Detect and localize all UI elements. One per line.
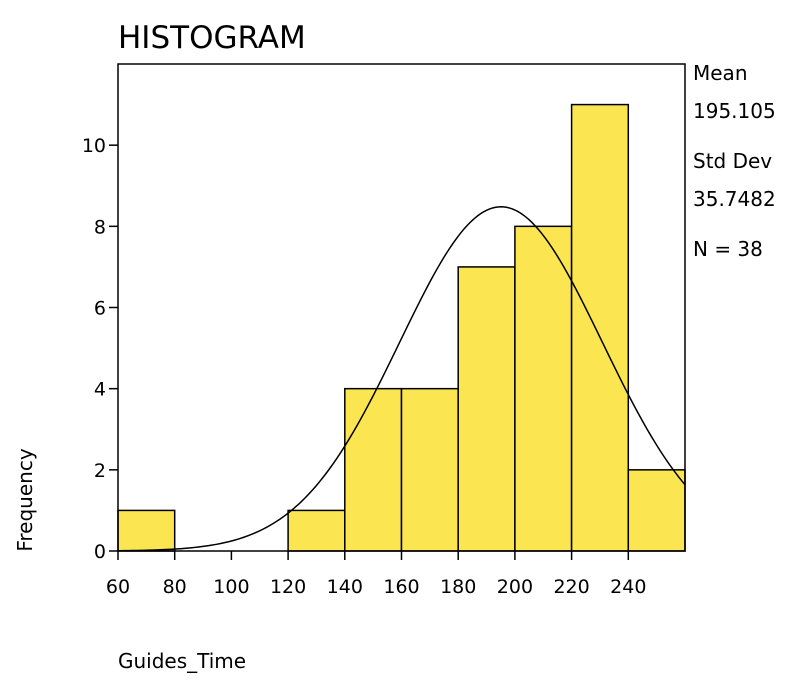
histogram-bar-200-220 [514,225,573,552]
x-tick-label: 60 [106,576,130,598]
n-count: N = 38 [693,237,763,261]
chart-title: HISTOGRAM [118,20,306,56]
y-tick-label: 4 [94,379,106,401]
histogram-bar-220-240 [570,103,630,552]
mean-value: 195.105 [693,99,776,123]
mean-label: Mean [693,61,748,85]
y-tick-label: 8 [94,216,106,238]
histogram-bar-60-80 [117,509,176,552]
x-tick-label: 100 [213,576,249,598]
x-tick-label: 240 [610,576,646,598]
histogram-bar-140-160 [344,387,403,552]
bars-group [117,103,686,552]
normal-curve [117,206,686,552]
x-axis-label: Guides_Time [118,649,246,673]
x-axis-ticks: 60 80 100 120 140 160 180 200 220 240 [106,551,646,598]
x-tick-label: 120 [270,576,306,598]
histogram-bar-180-200 [457,266,516,552]
x-tick-label: 200 [497,576,533,598]
x-tick-label: 220 [553,576,589,598]
normal-curve-layer [117,206,686,552]
std-dev-label: Std Dev [693,149,772,173]
x-tick-label: 80 [163,576,187,598]
y-axis-ticks: 0 2 4 6 8 10 [82,135,118,563]
y-axis-label: Frequency [13,448,37,551]
x-tick-label: 160 [383,576,419,598]
y-tick-label: 0 [94,541,106,563]
std-dev-value: 35.7482 [693,187,776,211]
histogram-bar-120-140 [287,509,346,552]
histogram-bar-160-180 [400,387,459,552]
y-tick-label: 10 [82,135,106,157]
y-tick-label: 2 [94,460,106,482]
x-tick-label: 180 [440,576,476,598]
y-tick-label: 6 [94,298,106,320]
x-tick-label: 140 [327,576,363,598]
histogram-bar-240-260 [627,469,686,552]
